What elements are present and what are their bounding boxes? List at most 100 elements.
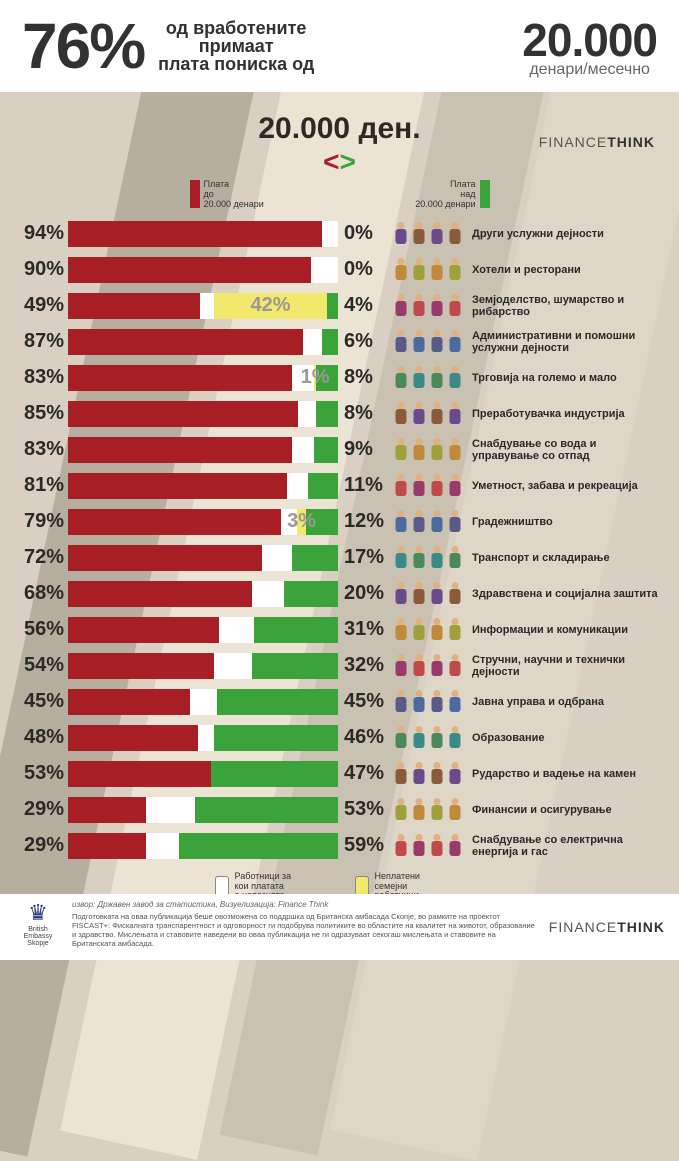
bar-seg-above [195, 797, 338, 823]
bar-track [68, 761, 338, 787]
swatch-above [480, 180, 490, 208]
bar-seg-unknown [303, 329, 322, 355]
person-icon [412, 510, 427, 534]
person-icon [412, 834, 427, 858]
category-label: Финансии и осигурување [468, 804, 665, 816]
person-icon [448, 510, 463, 534]
person-icon [394, 366, 409, 390]
chart-row: 45%45%Јавна управа и одбрана [14, 684, 665, 720]
bar-track [68, 617, 338, 643]
percent-above: 47% [338, 762, 388, 785]
bar-seg-below [68, 401, 298, 427]
mid-label: 3% [298, 509, 306, 535]
bar-track: 1% [68, 365, 338, 391]
chart-row: 29%53%Финансии и осигурување [14, 792, 665, 828]
bar-seg-below [68, 653, 214, 679]
people-icons [388, 402, 468, 426]
chart-row: 72%17%Транспорт и складирање [14, 540, 665, 576]
chart-row: 81%11%Уметност, забава и рекреација [14, 468, 665, 504]
person-icon [430, 726, 445, 750]
person-icon [448, 726, 463, 750]
people-icons [388, 258, 468, 282]
person-icon [448, 654, 463, 678]
chart-row: 29%59%Снабдување со електрична енергија … [14, 828, 665, 864]
person-icon [430, 330, 445, 354]
chart-row: 49%42%4%Земјоделство, шумарство и рибарс… [14, 288, 665, 324]
bar-seg-above [308, 473, 338, 499]
headline-percent: 76% [22, 9, 144, 83]
person-icon [430, 222, 445, 246]
person-icon [448, 330, 463, 354]
bar-track [68, 257, 338, 283]
person-icon [412, 654, 427, 678]
person-icon [430, 474, 445, 498]
person-icon [412, 222, 427, 246]
person-icon [448, 366, 463, 390]
percent-below: 85% [14, 402, 68, 425]
chart-row: 83%9%Снабдување со вода и управување со … [14, 432, 665, 468]
person-icon [430, 690, 445, 714]
chart-row: 94%0%Други услужни дејности [14, 216, 665, 252]
category-label: Снабдување со електрична енергија и гас [468, 834, 665, 858]
person-icon [448, 546, 463, 570]
person-icon [430, 366, 445, 390]
person-icon [394, 222, 409, 246]
chart-row: 56% 31% Информации и комуникации [14, 612, 665, 648]
bar-seg-below [68, 437, 292, 463]
person-icon [412, 762, 427, 786]
percent-above: 9% [338, 438, 388, 461]
category-label: Транспорт и складирање [468, 552, 665, 564]
person-icon [430, 798, 445, 822]
person-icon [412, 294, 427, 318]
person-icon [394, 690, 409, 714]
people-icons [388, 618, 468, 642]
bar-seg-unknown [298, 401, 317, 427]
category-label: Образование [468, 732, 665, 744]
bar-seg-above [292, 545, 338, 571]
person-icon [394, 330, 409, 354]
footer-source: извор: Државен завод за статистика, Визу… [72, 900, 539, 909]
person-icon [394, 258, 409, 282]
threshold-arrows: <> [323, 146, 356, 177]
percent-below: 68% [14, 582, 68, 605]
chart-row: 83%1%8%Трговија на големо и мало [14, 360, 665, 396]
header: 76% од вработените примаат плата пониска… [0, 0, 679, 92]
category-label: Информации и комуникации [468, 624, 665, 636]
person-icon [430, 834, 445, 858]
chart-area: 94%0%Други услужни дејности90%0%Хотели и… [14, 216, 665, 864]
bar-seg-unknown [287, 473, 309, 499]
people-icons [388, 222, 468, 246]
percent-above: 8% [338, 402, 388, 425]
bar-track [68, 329, 338, 355]
bar-seg-below [68, 761, 211, 787]
category-label: Административни и помошни услужни дејнос… [468, 330, 665, 354]
percent-below: 56% [14, 618, 68, 641]
people-icons [388, 726, 468, 750]
bar-seg-unknown [200, 293, 214, 319]
bar-seg-unknown [146, 833, 178, 859]
percent-above: 32% [338, 654, 388, 677]
person-icon [394, 618, 409, 642]
crest-icon: ♛ [14, 900, 62, 926]
bar-track: 42% [68, 293, 338, 319]
person-icon [448, 690, 463, 714]
percent-below: 49% [14, 294, 68, 317]
person-icon [412, 798, 427, 822]
percent-above: 31% [338, 618, 388, 641]
chart-row: 53%47%Рударство и вадење на камен [14, 756, 665, 792]
person-icon [448, 474, 463, 498]
people-icons [388, 294, 468, 318]
percent-above: 53% [338, 798, 388, 821]
category-label: Рударство и вадење на камен [468, 768, 665, 780]
percent-below: 48% [14, 726, 68, 749]
bar-track [68, 797, 338, 823]
person-icon [448, 258, 463, 282]
category-label: Други услужни дејности [468, 228, 665, 240]
bar-seg-above [214, 725, 338, 751]
person-icon [394, 654, 409, 678]
bar-seg-below [68, 617, 219, 643]
percent-above: 46% [338, 726, 388, 749]
bar-seg-above [314, 437, 338, 463]
percent-below: 83% [14, 366, 68, 389]
bar-seg-above [211, 761, 338, 787]
